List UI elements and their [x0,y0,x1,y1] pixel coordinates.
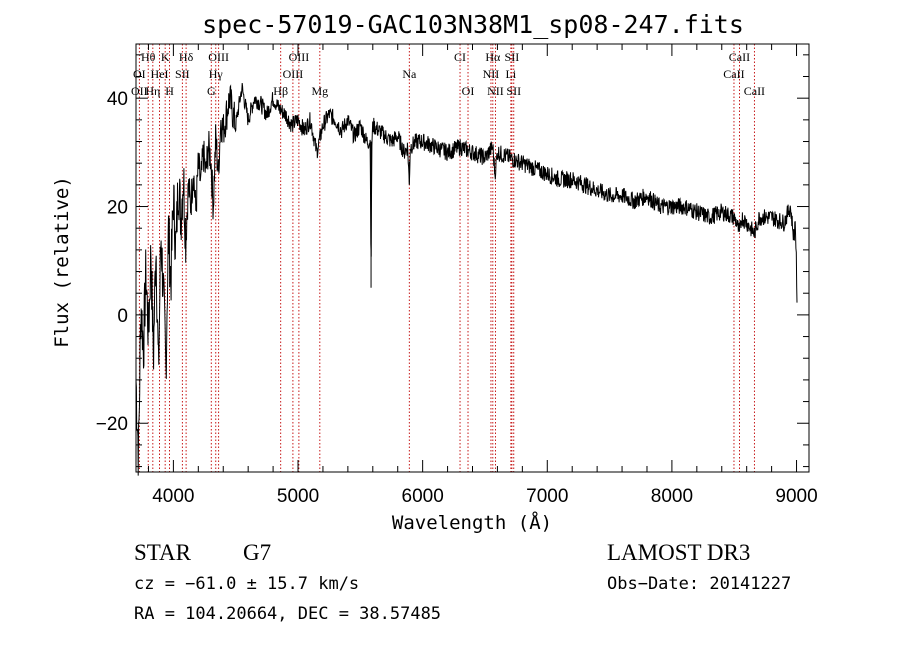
spectral-line-label: Hβ [273,84,288,98]
spectral-line-label: Mg [311,84,328,98]
x-tick-label: 4000 [152,486,194,507]
spectral-line-label: OII [131,84,148,98]
spectral-line-label: Li [506,67,517,81]
x-tick-label: 9000 [775,486,817,507]
spectral-line-label: G [207,84,216,98]
survey-name: LAMOST DR3 [607,540,751,565]
spectral-line-label: Hα [485,50,501,64]
spectral-line-label: CI [454,50,466,64]
spectral-line-label: Na [402,67,417,81]
axis-ticks: 4000 5000 6000 7000 8000 9000 −20 0 20 40 [96,44,818,507]
x-tick-label: 7000 [526,486,568,507]
spectral-line-label: NII [487,84,504,98]
y-tick-label: 40 [107,89,128,110]
spectral-line-label: OIII [289,50,310,64]
spectral-line-label: Hη [145,84,160,98]
object-class: STAR [134,540,191,565]
spectral-line-label: SII [506,84,521,98]
spectral-line-label: K [161,50,170,64]
spectral-lines [138,44,755,472]
object-subclass: G7 [243,540,272,565]
spectral-line-label: CaII [744,84,765,98]
y-tick-label: 0 [117,306,128,327]
spectral-line-label: CaII [723,67,744,81]
y-axis-label: Flux (relative) [51,176,73,348]
x-tick-label: 8000 [651,486,693,507]
spectral-line-label: H [165,84,174,98]
spectrum-series-line [135,82,798,476]
plot-frame [135,43,810,473]
spectral-line-label: NII [483,67,500,81]
x-tick-label: 6000 [402,486,444,507]
coordinates-text: RA = 104.20664, DEC = 38.57485 [134,604,442,624]
spectral-line-label: SII [175,67,190,81]
y-tick-label: 20 [107,198,128,219]
spectral-line-label: Hθ [141,50,156,64]
y-tick-label: −20 [96,414,128,435]
spectral-line-label: OI [462,84,475,98]
spectral-line-label: OIII [283,67,304,81]
x-axis-label: Wavelength (Å) [392,511,552,534]
spectral-line-label: HeI [151,67,169,81]
obs-date-text: Obs−Date: 20141227 [607,574,792,594]
x-tick-label: 5000 [277,486,319,507]
spectral-line-label: CaII [729,50,750,64]
spectral-line-label: OIII [208,50,229,64]
redshift-text: cz = −61.0 ± 15.7 km/s [134,574,360,594]
chart-title: spec-57019-GAC103N38M1_sp08-247.fits [202,10,744,39]
spectral-line-label: Hδ [179,50,194,64]
spectral-line-labels: Hθ K Hδ OIII OIII CI Hα SII CaII OI HeI SII Hγ OIII Na… [131,50,765,98]
spectral-line-label: OI [133,67,146,81]
spectral-line-label: Hγ [209,67,224,81]
spectral-line-label: SII [505,50,520,64]
